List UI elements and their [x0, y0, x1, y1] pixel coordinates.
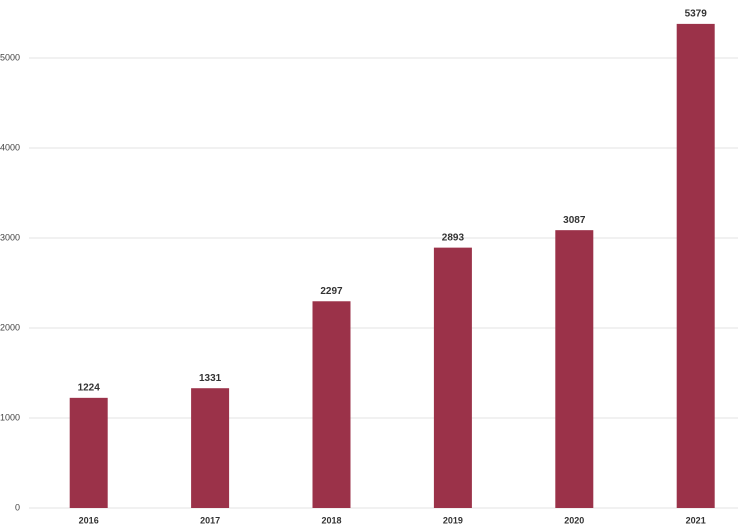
value-label: 5379 [685, 9, 708, 20]
x-tick-label: 2018 [321, 515, 341, 525]
y-tick-label: 0 [15, 502, 20, 512]
x-tick-label: 2020 [564, 515, 584, 525]
y-tick-label: 5000 [0, 52, 20, 62]
x-tick-label: 2019 [443, 515, 463, 525]
x-tick-label: 2021 [686, 515, 706, 525]
value-label: 2297 [320, 286, 343, 297]
value-label: 2893 [442, 232, 465, 243]
bar [312, 301, 351, 508]
bar [191, 388, 230, 508]
bar [69, 397, 108, 508]
value-label: 1331 [199, 373, 222, 384]
y-tick-label: 1000 [0, 412, 20, 422]
x-tick-label: 2016 [79, 515, 99, 525]
y-tick-label: 3000 [0, 232, 20, 242]
value-label: 1224 [78, 382, 101, 393]
bar [555, 230, 594, 509]
x-tick-label: 2017 [200, 515, 220, 525]
value-label: 3087 [563, 215, 586, 226]
y-tick-label: 2000 [0, 322, 20, 332]
y-tick-label: 4000 [0, 142, 20, 152]
bar [433, 247, 472, 508]
bar [676, 23, 715, 508]
